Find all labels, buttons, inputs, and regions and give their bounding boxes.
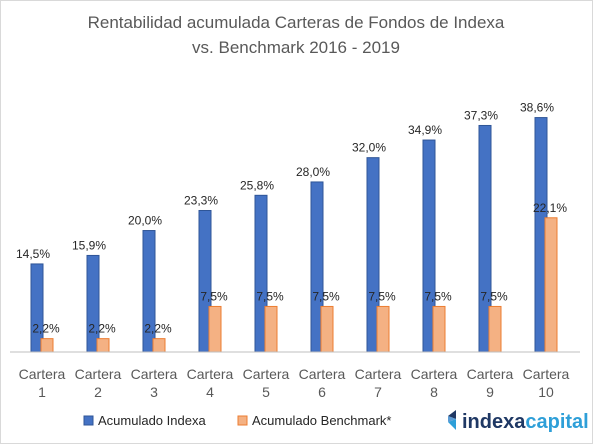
category-label-cartera-9-line-2: 9 (486, 384, 494, 400)
bar-acumulado-benchmark-cartera-4 (208, 305, 222, 353)
category-label-cartera-10-line-2: 10 (538, 384, 554, 400)
bar-acumulado-benchmark-cartera-1 (40, 338, 54, 353)
category-label-cartera-2-line-2: 2 (94, 384, 102, 400)
logo-text-indexa: indexa (462, 411, 526, 433)
bar-acumulado-benchmark-cartera-10 (544, 217, 558, 353)
category-label-cartera-5-line-2: 5 (262, 384, 270, 400)
svg-text:indexacapital: indexacapital (462, 411, 589, 433)
chart-title-line-1: Rentabilidad acumulada Carteras de Fondo… (88, 13, 505, 32)
bar-acumulado-benchmark-cartera-3 (152, 338, 166, 353)
data-label-acumulado-indexa-cartera-2: 15,9% (72, 238, 106, 252)
data-label-acumulado-benchmark-cartera-10: 22,1% (533, 201, 567, 215)
data-label-acumulado-indexa-cartera-10: 38,6% (520, 101, 554, 115)
data-label-acumulado-benchmark-cartera-1: 2,2% (32, 322, 60, 336)
indexa-capital-logo: indexacapital (448, 410, 589, 433)
data-label-acumulado-benchmark-cartera-4: 7,5% (200, 289, 228, 303)
category-label-cartera-6-line-2: 6 (318, 384, 326, 400)
category-label-cartera-8-line-1: Cartera (411, 366, 458, 382)
category-label-cartera-5-line-1: Cartera (243, 366, 290, 382)
category-label-cartera-6-line-1: Cartera (299, 366, 346, 382)
data-label-acumulado-benchmark-cartera-9: 7,5% (480, 289, 508, 303)
data-label-acumulado-indexa-cartera-4: 23,3% (184, 193, 218, 207)
chart-title-line-2: vs. Benchmark 2016 - 2019 (192, 38, 400, 57)
legend-swatch-acumulado-indexa (83, 415, 94, 426)
data-label-acumulado-indexa-cartera-9: 37,3% (464, 108, 498, 122)
bar-acumulado-benchmark-cartera-2 (96, 338, 110, 353)
category-label-cartera-1-line-2: 1 (38, 384, 46, 400)
category-label-cartera-7-line-1: Cartera (355, 366, 402, 382)
legend-swatch-acumulado-benchmark (237, 415, 248, 426)
data-label-acumulado-indexa-cartera-7: 32,0% (352, 141, 386, 155)
category-label-cartera-1-line-1: Cartera (19, 366, 66, 382)
bar-acumulado-benchmark-cartera-9 (488, 305, 502, 353)
category-label-cartera-3-line-1: Cartera (131, 366, 178, 382)
bar-acumulado-benchmark-cartera-7 (376, 305, 390, 353)
data-label-acumulado-indexa-cartera-6: 28,0% (296, 165, 330, 179)
legend: Acumulado Indexa Acumulado Benchmark* (83, 413, 391, 428)
category-label-cartera-10-line-1: Cartera (523, 366, 570, 382)
category-label-cartera-7-line-2: 7 (374, 384, 382, 400)
data-label-acumulado-benchmark-cartera-2: 2,2% (88, 322, 116, 336)
bar-acumulado-benchmark-cartera-8 (432, 305, 446, 353)
data-label-acumulado-indexa-cartera-1: 14,5% (16, 247, 50, 261)
data-label-acumulado-benchmark-cartera-5: 7,5% (256, 289, 284, 303)
data-label-acumulado-indexa-cartera-8: 34,9% (408, 123, 442, 137)
logo-mark-icon (448, 410, 456, 430)
category-label-cartera-8-line-2: 8 (430, 384, 438, 400)
category-label-cartera-3-line-2: 3 (150, 384, 158, 400)
category-label-cartera-9-line-1: Cartera (467, 366, 514, 382)
category-label-cartera-2-line-1: Cartera (75, 366, 122, 382)
logo-text-capital: capital (525, 411, 588, 433)
data-label-acumulado-indexa-cartera-5: 25,8% (240, 178, 274, 192)
bar-acumulado-indexa-cartera-2 (86, 254, 100, 353)
data-label-acumulado-benchmark-cartera-7: 7,5% (368, 289, 396, 303)
bar-acumulado-benchmark-cartera-6 (320, 305, 334, 353)
bar-acumulado-benchmark-cartera-5 (264, 305, 278, 353)
data-label-acumulado-benchmark-cartera-3: 2,2% (144, 322, 172, 336)
category-label-cartera-4-line-2: 4 (206, 384, 214, 400)
category-label-cartera-4-line-1: Cartera (187, 366, 234, 382)
legend-label-acumulado-indexa: Acumulado Indexa (98, 413, 206, 428)
data-label-acumulado-benchmark-cartera-8: 7,5% (424, 289, 452, 303)
legend-label-acumulado-benchmark: Acumulado Benchmark* (252, 413, 391, 428)
data-label-acumulado-indexa-cartera-3: 20,0% (128, 214, 162, 228)
data-label-acumulado-benchmark-cartera-6: 7,5% (312, 289, 340, 303)
